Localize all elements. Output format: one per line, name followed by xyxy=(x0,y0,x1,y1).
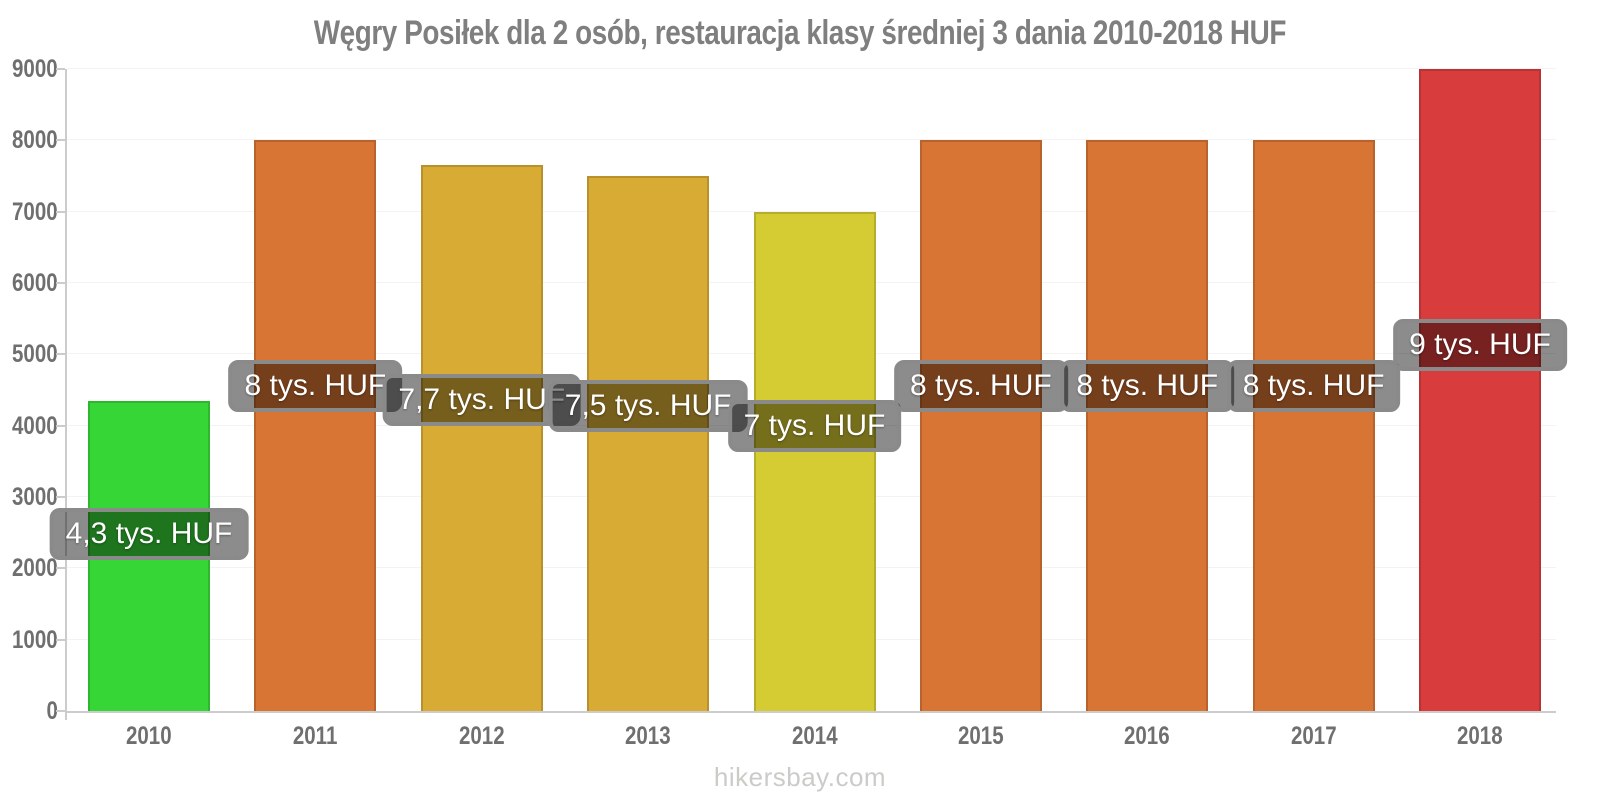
y-tick-label-3000: 3000 xyxy=(12,483,58,511)
bar-2010 xyxy=(88,400,210,711)
y-tick-8000 xyxy=(56,139,65,142)
bar-value-label-2012: 7,7 tys. HUF xyxy=(382,373,582,426)
footer-watermark: hikersbay.com xyxy=(713,762,887,792)
y-axis-line xyxy=(65,69,67,720)
y-tick-label-7000: 7000 xyxy=(12,197,58,226)
y-tick-4000 xyxy=(56,424,65,427)
chart-title-text: Węgry Posiłek dla 2 osób, restauracja kl… xyxy=(313,14,1287,52)
bar-2015 xyxy=(919,140,1042,711)
x-tick-label-2017: 2017 xyxy=(1290,722,1337,750)
y-tick-label-0: 0 xyxy=(46,697,58,725)
bar-2011 xyxy=(254,140,377,711)
bar-value-label-2018: 9 tys. HUF xyxy=(1393,319,1567,372)
bar-2014 xyxy=(753,211,876,711)
y-tick-label-4000: 4000 xyxy=(12,411,58,440)
y-tick-6000 xyxy=(56,282,65,284)
x-tick-label-2010: 2010 xyxy=(126,722,172,750)
x-tick-label-2016: 2016 xyxy=(1124,722,1171,750)
y-tick-label-9000: 9000 xyxy=(12,55,58,83)
gridline-8000 xyxy=(67,139,1556,141)
bar-2016 xyxy=(1086,140,1209,711)
bar-2012 xyxy=(420,165,543,711)
y-tick-2000 xyxy=(56,567,65,570)
gridline-9000 xyxy=(67,68,1556,69)
y-tick-label-1000: 1000 xyxy=(12,625,58,654)
x-axis-line xyxy=(67,711,1556,713)
x-tick-label-2012: 2012 xyxy=(458,722,505,750)
bar-2013 xyxy=(587,176,710,711)
gridline-7000 xyxy=(67,210,1556,212)
y-tick-label-2000: 2000 xyxy=(12,554,58,583)
y-tick-3000 xyxy=(56,496,65,498)
bar-value-label-2011: 8 tys. HUF xyxy=(228,359,403,412)
y-tick-1000 xyxy=(56,638,65,641)
y-tick-label-5000: 5000 xyxy=(12,340,58,369)
x-tick-label-2011: 2011 xyxy=(293,722,338,750)
x-tick-label-2014: 2014 xyxy=(791,722,838,750)
plot-area: 4,3 tys. HUF 8 tys. HUF 7,7 tys. HUF 7,5 ty… xyxy=(49,68,1567,720)
bar-value-label-2014: 7 tys. HUF xyxy=(727,400,902,453)
bar-2017 xyxy=(1252,140,1375,711)
y-tick-label-8000: 8000 xyxy=(12,126,58,155)
bar-value-label-2017: 8 tys. HUF xyxy=(1226,359,1401,412)
bar-value-label-2015: 8 tys. HUF xyxy=(894,359,1068,412)
bar-2018 xyxy=(1419,69,1541,711)
x-tick-label-2013: 2013 xyxy=(625,722,671,750)
y-tick-9000 xyxy=(56,68,65,70)
y-tick-5000 xyxy=(56,353,65,356)
bar-value-label-2016: 8 tys. HUF xyxy=(1060,359,1235,412)
y-tick-0 xyxy=(56,710,65,712)
x-tick-label-2018: 2018 xyxy=(1457,722,1503,750)
x-tick-label-2015: 2015 xyxy=(958,722,1004,750)
y-tick-7000 xyxy=(56,210,65,213)
bar-value-label-2013: 7,5 tys. HUF xyxy=(548,380,748,433)
chart-title: Węgry Posiłek dla 2 osób, restauracja kl… xyxy=(0,14,1600,53)
bar-value-label-2010: 4,3 tys. HUF xyxy=(49,508,249,561)
y-tick-label-6000: 6000 xyxy=(12,269,58,297)
